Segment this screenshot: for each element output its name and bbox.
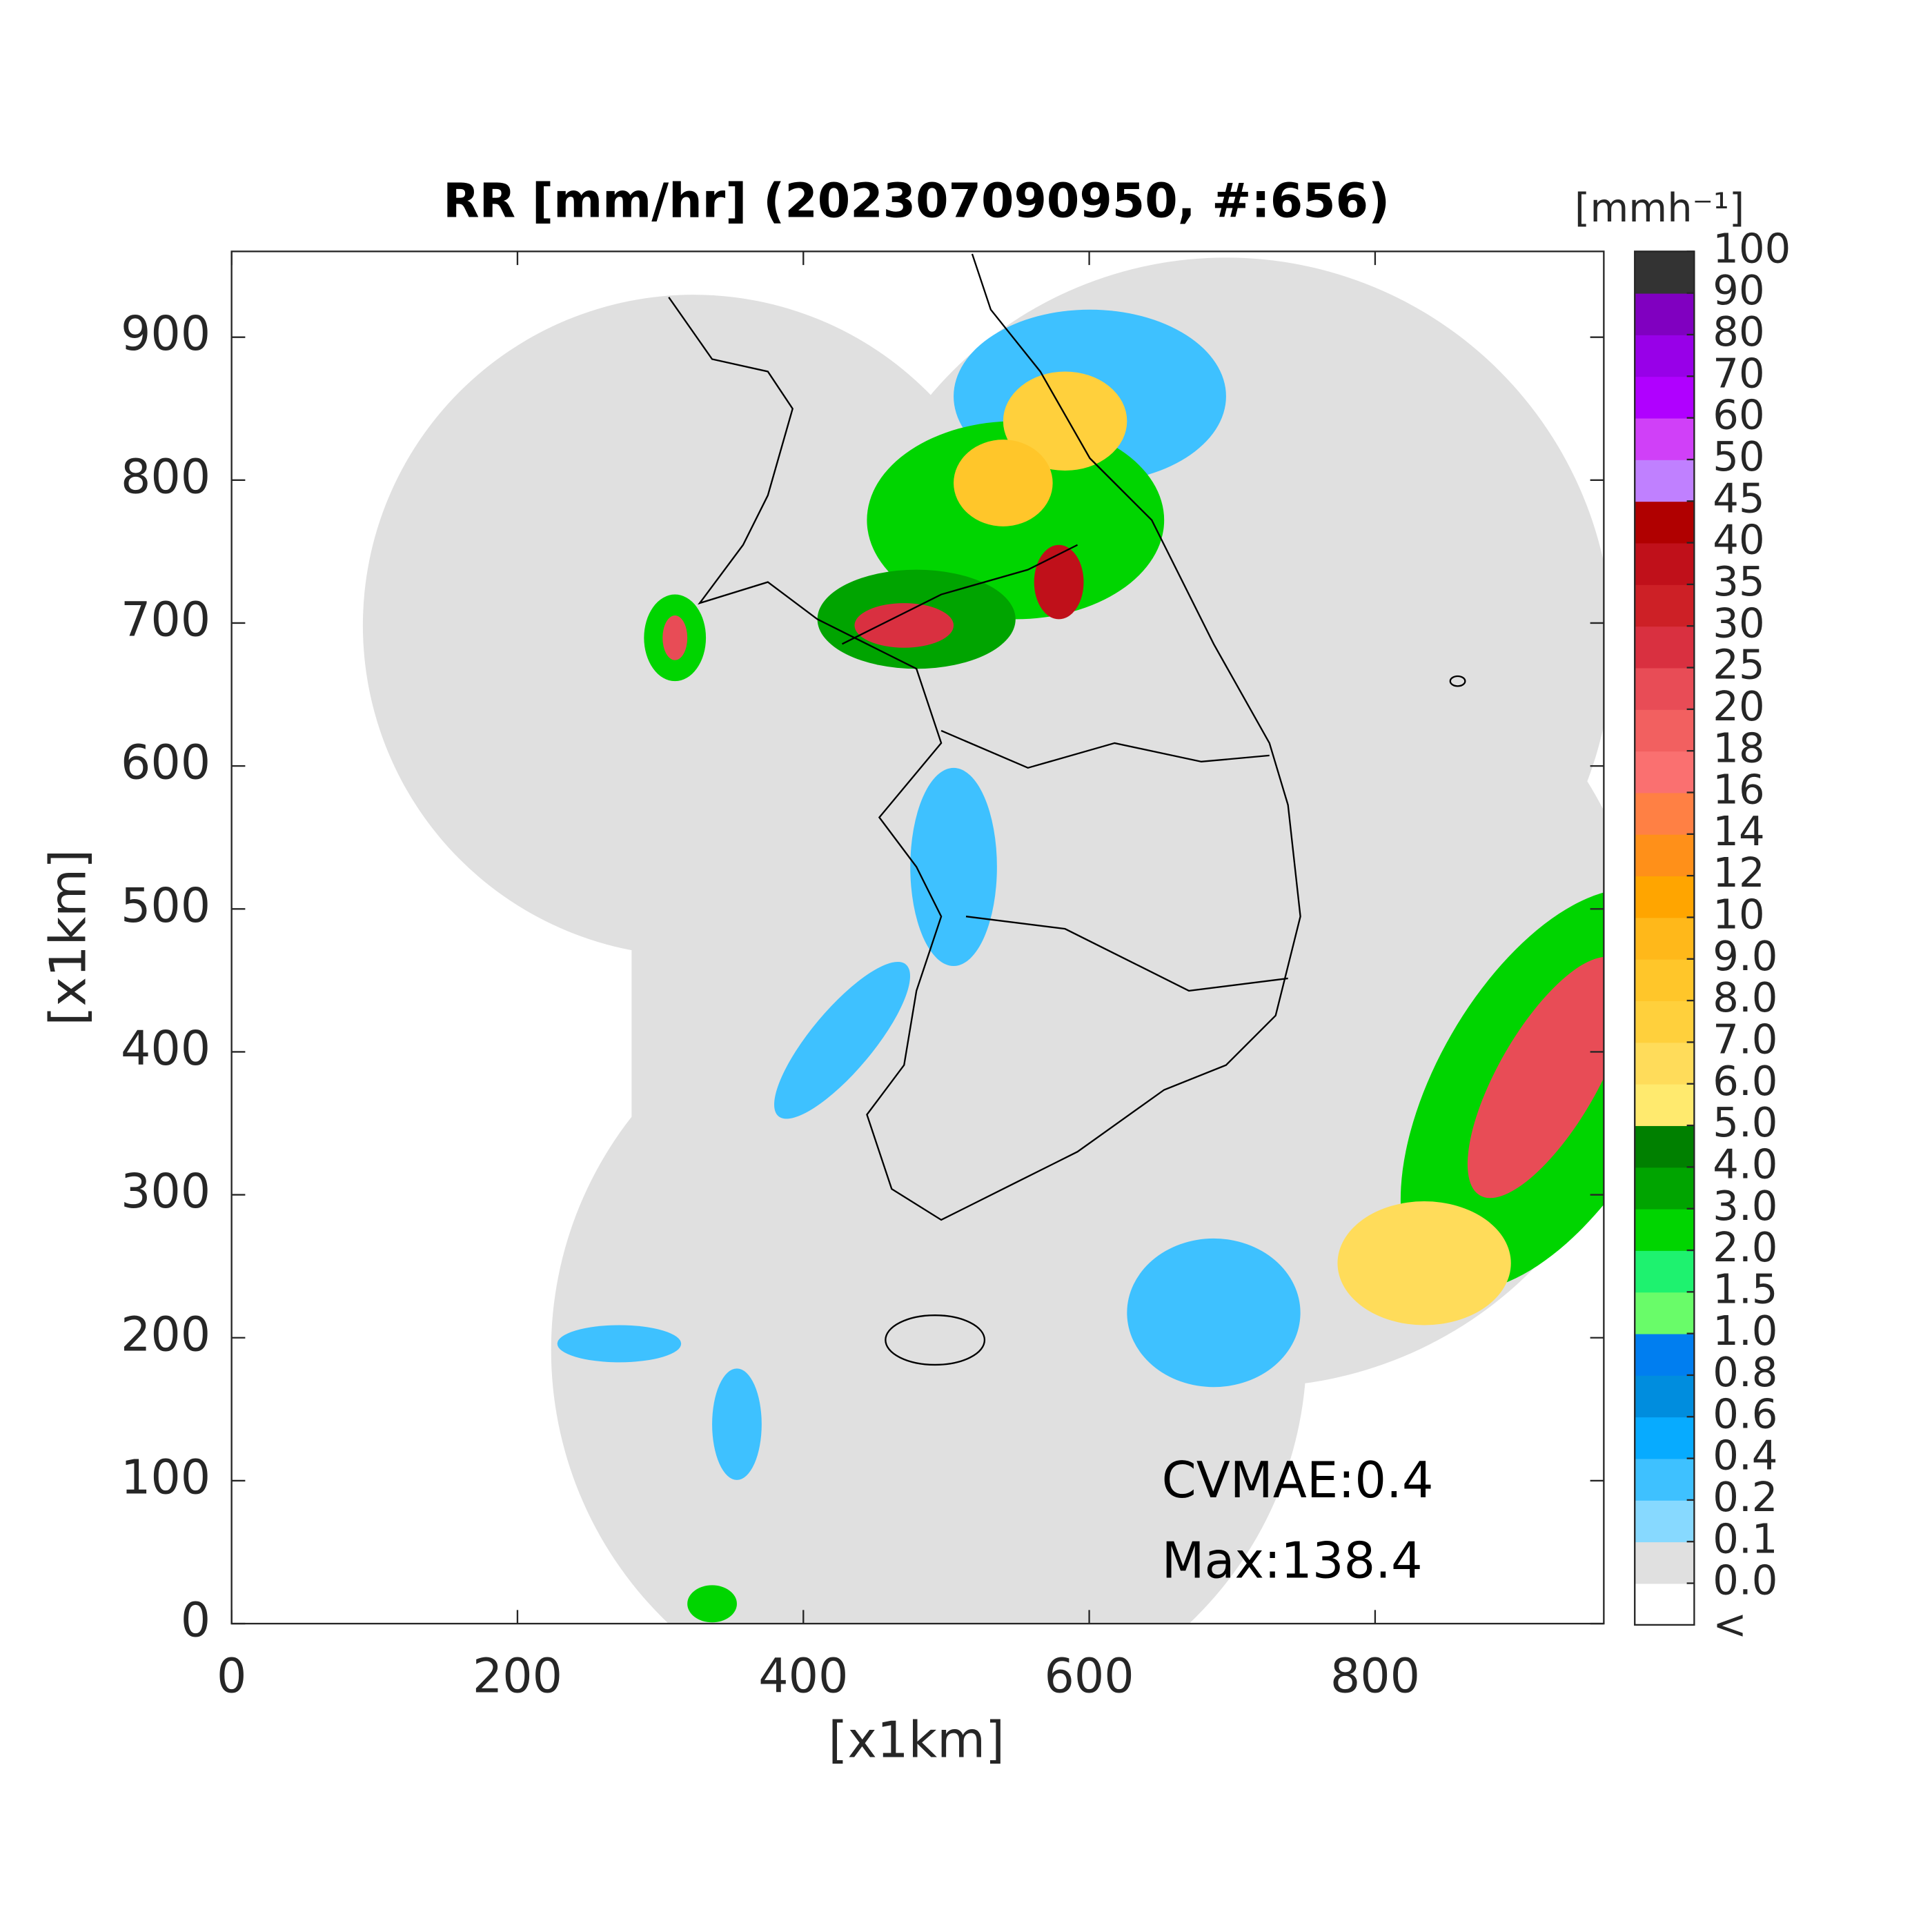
colorbar-tick-label: 50 [1713,433,1764,480]
colorbar-segment [1635,584,1695,627]
colorbar-segment [1635,1499,1695,1543]
colorbar-tick-label: 18 [1713,724,1764,771]
colorbar-under-label: < [1713,1601,1747,1648]
colorbar-segment [1635,334,1695,377]
colorbar-tick-label: 0.6 [1713,1390,1777,1437]
colorbar-segment [1635,1374,1695,1418]
colorbar-segment [1635,501,1695,544]
colorbar-tick-label: 0.4 [1713,1432,1777,1479]
coastline [668,253,1466,1366]
colorbar-tick-label: 0.8 [1713,1348,1777,1396]
colorbar-segment [1635,1208,1695,1251]
colorbar-tick-label: 70 [1713,349,1764,397]
colorbar-segment [1635,1292,1695,1334]
colorbar-tick-label: 60 [1713,391,1764,439]
colorbar-tick-label: 30 [1713,599,1764,647]
colorbar-segment [1635,293,1695,335]
colorbar-segment [1635,709,1695,752]
colorbar-tick-label: 0.2 [1713,1473,1777,1521]
colorbar-segment [1635,1042,1695,1085]
colorbar-tick-label: 0.0 [1713,1557,1777,1604]
colorbar-segment [1635,792,1695,835]
y-tick-label: 100 [121,1450,210,1505]
colorbar-tick-label: 10 [1713,891,1764,938]
chart-title: RR [mm/hr] (202307090950, #:656) [443,175,1390,229]
colorbar-tick-label: 12 [1713,849,1764,896]
colorbar-segment [1635,1541,1695,1584]
y-tick-label: 600 [121,736,210,791]
colorbar-tick-label: 45 [1713,474,1764,522]
colorbar-segment [1635,376,1695,419]
y-tick-label: 400 [121,1022,210,1076]
x-tick-label: 200 [473,1649,562,1704]
colorbar-segment [1635,1417,1695,1459]
colorbar-tick-label: 35 [1713,558,1764,605]
y-tick-label: 900 [121,307,210,362]
y-tick-label: 200 [121,1308,210,1362]
colorbar-tick-label: 0.1 [1713,1515,1777,1562]
colorbar-segment [1635,917,1695,960]
colorbar-tick-label: 1.0 [1713,1307,1777,1354]
colorbar-segment [1635,667,1695,710]
x-tick-label: 800 [1330,1649,1420,1704]
y-tick-label: 300 [121,1165,210,1219]
colorbar-segment [1635,1125,1695,1168]
colorbar-tick-label: 25 [1713,641,1764,689]
colorbar-segment [1635,1083,1695,1126]
colorbar-tick-label: 90 [1713,266,1764,314]
colorbar-segment [1635,834,1695,877]
colorbar-title: [mmh⁻¹] [1575,185,1744,231]
colorbar-tick-label: 9.0 [1713,932,1777,980]
y-axis-label: [x1km] [39,849,97,1026]
colorbar-tick-label: 3.0 [1713,1182,1777,1230]
colorbar-segment [1635,1167,1695,1210]
x-axis-label: [x1km] [828,1711,1005,1769]
annotation: Max:138.4 [1162,1531,1423,1589]
annotation: CVMAE:0.4 [1162,1451,1434,1509]
x-tick-label: 400 [758,1649,848,1704]
colorbar-segment [1635,958,1695,1001]
colorbar-tick-label: 5.0 [1713,1098,1777,1146]
colorbar-tick-label: 4.0 [1713,1140,1777,1187]
y-tick-label: 500 [121,879,210,934]
y-tick-label: 700 [121,593,210,648]
y-tick-label: 800 [121,450,210,504]
y-tick-label: 0 [181,1594,210,1648]
axes-frame [230,250,1605,1625]
colorbar-segment [1635,626,1695,669]
colorbar-tick-label: 8.0 [1713,974,1777,1021]
map-area [362,253,1604,1624]
colorbar-tick-label: 20 [1713,682,1764,730]
colorbar-tick-label: 14 [1713,807,1764,855]
colorbar-tick-label: 16 [1713,766,1764,814]
colorbar-segment [1635,417,1695,460]
colorbar-tick-label: 6.0 [1713,1057,1777,1105]
colorbar-segment [1635,751,1695,793]
colorbar-segment [1635,1250,1695,1293]
colorbar-tick-label: 80 [1713,308,1764,355]
colorbar-under [1635,1583,1695,1625]
colorbar-segment [1635,459,1695,502]
x-tick-label: 0 [217,1649,246,1704]
colorbar-tick-label: 1.5 [1713,1265,1777,1312]
colorbar-segment [1635,876,1695,918]
colorbar-tick-label: 40 [1713,516,1764,564]
colorbar-segment [1635,1333,1695,1376]
colorbar-tick-label: 2.0 [1713,1223,1777,1271]
colorbar-frame [1634,250,1695,1626]
colorbar-segment [1635,1000,1695,1043]
colorbar-segment [1635,251,1695,294]
colorbar-tick-label: 7.0 [1713,1016,1777,1063]
colorbar-tick-label: 100 [1713,224,1791,272]
colorbar-segment [1635,1458,1695,1501]
colorbar-segment [1635,542,1695,585]
x-tick-label: 600 [1045,1649,1134,1704]
